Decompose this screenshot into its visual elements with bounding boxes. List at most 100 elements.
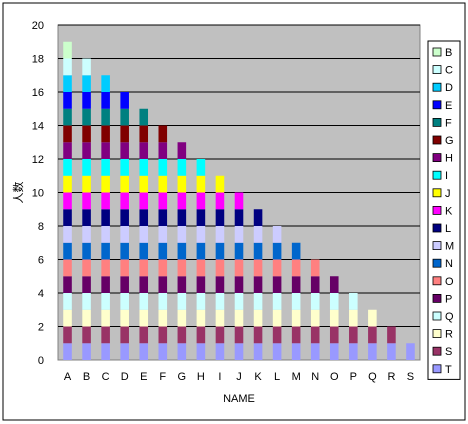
y-tick-label: 6 bbox=[38, 255, 44, 267]
bar-segment bbox=[139, 108, 149, 126]
bar-segment bbox=[158, 293, 168, 310]
bar-segment bbox=[63, 276, 72, 293]
legend-label: K bbox=[445, 205, 453, 217]
x-axis-title: NAME bbox=[223, 393, 255, 405]
bar-segment bbox=[158, 259, 168, 277]
bar-segment bbox=[310, 293, 320, 310]
bar-segment bbox=[158, 326, 168, 344]
bar-segment bbox=[349, 293, 358, 310]
legend-swatch bbox=[432, 276, 442, 286]
bar-segment bbox=[63, 343, 72, 360]
y-tick-label: 10 bbox=[32, 188, 44, 200]
bar-segment bbox=[82, 242, 91, 260]
bar-segment bbox=[120, 309, 129, 327]
bar-segment bbox=[215, 192, 225, 210]
bar-segment bbox=[101, 343, 110, 360]
bar-segment bbox=[158, 192, 168, 210]
bar-segment bbox=[291, 326, 301, 344]
legend-swatch bbox=[432, 188, 442, 198]
bar-segment bbox=[158, 142, 168, 159]
bar-segment bbox=[215, 242, 225, 260]
bar-segment bbox=[349, 343, 358, 360]
x-tick-label: P bbox=[350, 371, 357, 383]
bar-segment bbox=[82, 142, 91, 159]
legend-label: E bbox=[445, 100, 452, 112]
legend-swatch bbox=[432, 346, 442, 356]
bar-segment bbox=[82, 125, 91, 143]
bar-segment bbox=[253, 259, 263, 277]
legend-label: T bbox=[445, 364, 452, 376]
bar-segment bbox=[139, 175, 149, 193]
bar-segment bbox=[63, 226, 72, 243]
bar-segment bbox=[120, 142, 129, 159]
bar-segment bbox=[158, 125, 168, 143]
bar-segment bbox=[310, 326, 320, 344]
bar-segment bbox=[101, 309, 110, 327]
bar-segment bbox=[177, 159, 187, 176]
bar-segment bbox=[139, 259, 149, 277]
bar-segment bbox=[253, 309, 263, 327]
bar-segment bbox=[63, 125, 72, 143]
bar-segment bbox=[63, 326, 72, 344]
bar-segment bbox=[310, 309, 320, 327]
bar-segment bbox=[349, 309, 358, 327]
x-tick-label: B bbox=[83, 371, 90, 383]
bar-segment bbox=[272, 259, 282, 277]
bar-segment bbox=[120, 159, 129, 176]
bar-segment bbox=[82, 159, 91, 176]
bar-segment bbox=[177, 259, 187, 277]
bar-segment bbox=[215, 226, 225, 243]
bar-segment bbox=[82, 75, 91, 92]
bar-segment bbox=[310, 343, 320, 360]
legend-label: Q bbox=[445, 311, 454, 323]
bar-segment bbox=[196, 242, 206, 260]
bar-segment bbox=[234, 209, 244, 226]
bar-segment bbox=[272, 242, 282, 260]
bar-segment bbox=[329, 309, 339, 327]
bar-segment bbox=[196, 276, 206, 293]
y-tick-label: 16 bbox=[32, 87, 44, 99]
bars bbox=[63, 41, 415, 360]
bar-segment bbox=[101, 159, 110, 176]
bar-segment bbox=[177, 192, 187, 210]
bar-segment bbox=[272, 326, 282, 344]
x-tick-label: S bbox=[407, 371, 414, 383]
bar-segment bbox=[387, 326, 396, 344]
y-tick-label: 14 bbox=[32, 121, 44, 133]
bar-segment bbox=[329, 343, 339, 360]
bar-segment bbox=[234, 242, 244, 260]
bar-segment bbox=[82, 259, 91, 277]
bar-segment bbox=[272, 276, 282, 293]
bar-segment bbox=[101, 108, 110, 126]
legend-label: M bbox=[445, 241, 454, 253]
bar-segment bbox=[139, 293, 149, 310]
bar-segment bbox=[291, 276, 301, 293]
bar-segment bbox=[63, 108, 72, 126]
bar-segment bbox=[101, 125, 110, 143]
legend-label: C bbox=[445, 65, 453, 77]
x-tick-label: C bbox=[102, 371, 110, 383]
bar-segment bbox=[82, 309, 91, 327]
bar-segment bbox=[82, 209, 91, 226]
bar-segment bbox=[120, 192, 129, 210]
legend-label: I bbox=[445, 170, 448, 182]
bar-segment bbox=[158, 309, 168, 327]
bar-segment bbox=[177, 175, 187, 193]
bar-segment bbox=[215, 293, 225, 310]
y-tick-label: 0 bbox=[38, 355, 44, 367]
bar-segment bbox=[63, 192, 72, 210]
bar-segment bbox=[234, 226, 244, 243]
bar-segment bbox=[158, 276, 168, 293]
bar-segment bbox=[120, 326, 129, 344]
bar-segment bbox=[196, 192, 206, 210]
legend-swatch bbox=[432, 47, 442, 57]
legend-swatch bbox=[432, 258, 442, 268]
bar-segment bbox=[291, 242, 301, 260]
bar-segment bbox=[120, 226, 129, 243]
bar-segment bbox=[196, 309, 206, 327]
bar-segment bbox=[82, 192, 91, 210]
bar-segment bbox=[158, 159, 168, 176]
legend-label: R bbox=[445, 329, 453, 341]
bar-segment bbox=[234, 259, 244, 277]
